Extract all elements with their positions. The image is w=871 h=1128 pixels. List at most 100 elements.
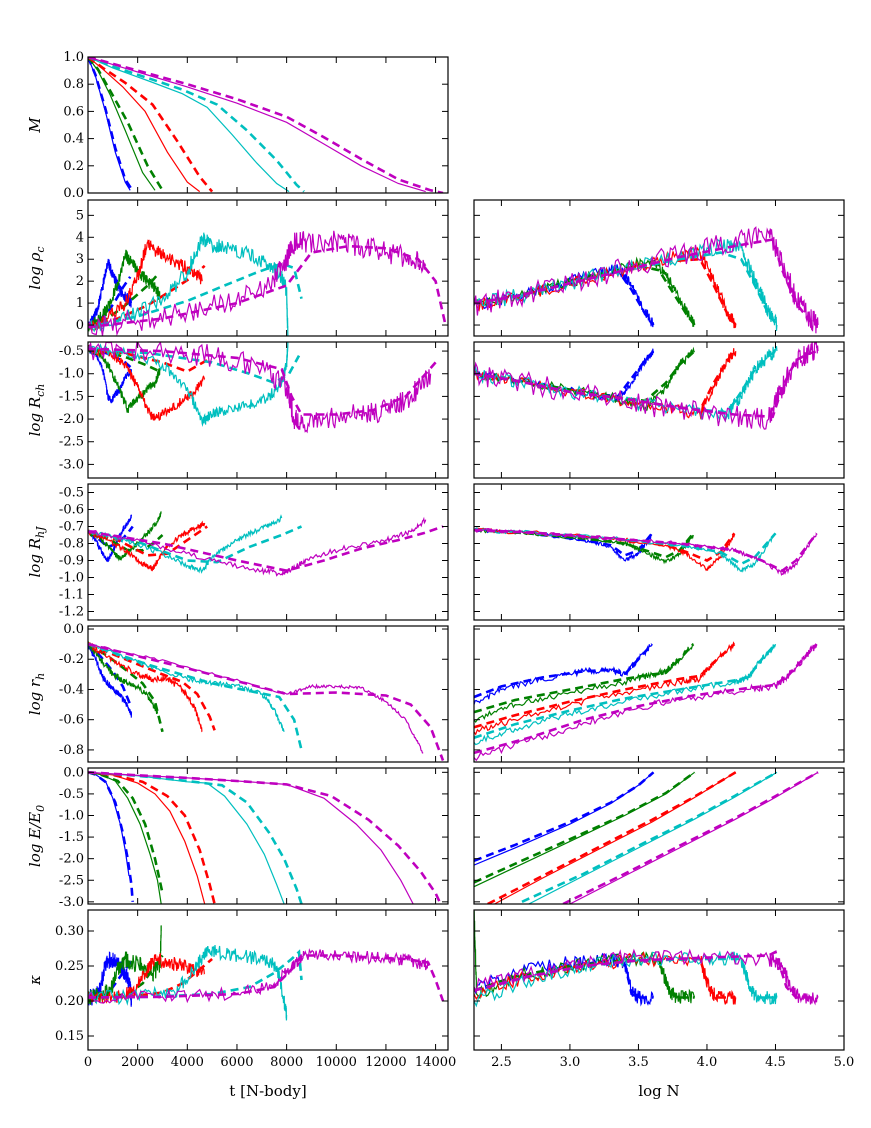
x-tick-label: 4000 — [171, 1055, 204, 1070]
y-axis-label: log ρc — [26, 246, 47, 289]
series-line-magenta-dashed — [474, 643, 818, 755]
series-line-magenta-dashed — [562, 771, 819, 904]
x-tick-label: 8000 — [270, 1055, 303, 1070]
y-axis-label: log Rch — [26, 384, 47, 437]
series-line-cyan-dashed — [88, 347, 301, 385]
axes-frame — [87, 483, 449, 621]
series-line-magenta-dashed — [474, 950, 818, 999]
series-line-red-solid — [88, 771, 206, 904]
y-tick-label: 0.2 — [63, 159, 84, 174]
series-line-red-dashed — [88, 57, 214, 193]
series-line-blue-dashed — [474, 643, 654, 699]
series-line-magenta-solid — [569, 771, 819, 904]
y-tick-label: -2.5 — [59, 435, 84, 450]
series-line-cyan-solid — [88, 771, 285, 904]
series-line-magenta-dashed — [88, 642, 445, 761]
series-line-cyan-dashed — [88, 57, 305, 193]
left-xlabel: t [N-body] — [229, 1082, 306, 1100]
panel-M-vs-t: 0.0 0.2 0.4 0.6 0.8 1.0 M — [26, 50, 449, 201]
y-tick-label: -1.0 — [59, 808, 84, 823]
series-line-cyan-dashed — [88, 642, 303, 751]
y-tick-label: 4 — [76, 230, 84, 245]
series-line-green-solid — [474, 527, 694, 565]
series-line-green-solid — [88, 345, 161, 413]
y-tick-label: -1.0 — [59, 367, 84, 382]
y-tick-label: 5 — [76, 208, 84, 223]
series-line-green-solid — [474, 771, 695, 888]
series-line-blue-dashed — [88, 771, 134, 902]
axes-frame — [87, 909, 449, 1051]
series-line-red-solid — [474, 527, 735, 572]
series-line-magenta-solid — [474, 342, 819, 430]
panel-logRhJ-vs-t: -1.2 -1.1 -1.0 -0.9 -0.8 -0.7 -0.6 -0.5 log RhJ — [26, 483, 449, 621]
y-tick-label: -0.9 — [59, 554, 84, 569]
y-tick-label: 0.15 — [55, 1029, 84, 1044]
series-line-cyan-solid — [88, 57, 290, 193]
series-line-magenta-solid — [88, 948, 429, 1004]
y-tick-label: -0.5 — [59, 787, 84, 802]
axes-frame — [473, 483, 845, 621]
y-tick-label: -0.6 — [59, 503, 84, 518]
panel-logrhoc-vs-t: 0 1 2 3 4 5 log ρc — [26, 199, 449, 337]
y-tick-label: -3.0 — [59, 895, 84, 910]
y-axis-label: log RhJ — [26, 526, 47, 578]
series-line-blue-dashed — [88, 57, 133, 190]
axes-frame — [87, 199, 449, 337]
series-line-green-dashed — [474, 771, 696, 884]
series-group — [88, 925, 445, 1021]
axes-frame — [87, 625, 449, 763]
series-line-magenta-solid — [88, 342, 432, 434]
series-line-magenta-dashed — [88, 57, 444, 193]
x-tick-label: 2000 — [121, 1055, 154, 1070]
series-line-red-dashed — [88, 642, 216, 731]
panel-logRhJ-vs-logN — [473, 483, 845, 621]
right-xlabel: log N — [638, 1082, 679, 1100]
series-line-cyan-solid — [528, 771, 778, 904]
x-tick-label: 2.5 — [491, 1055, 512, 1070]
y-tick-label: 0.0 — [63, 765, 84, 780]
panel-kappa-vs-logN: 2.5 3.0 3.5 4.0 4.5 5.0 — [473, 909, 854, 1070]
series-group — [88, 641, 445, 761]
series-group — [474, 910, 819, 1008]
series-line-blue-solid — [88, 643, 132, 718]
y-tick-label: -0.2 — [59, 652, 84, 667]
y-tick-label: -1.5 — [59, 830, 84, 845]
y-tick-label: 0.25 — [55, 959, 84, 974]
y-axis-label: log rh — [26, 673, 47, 715]
panel-logRch-vs-logN — [473, 341, 845, 479]
y-tick-label: 0.20 — [55, 994, 84, 1009]
x-tick-label: 14000 — [415, 1055, 456, 1070]
y-tick-label: 0 — [76, 318, 84, 333]
y-tick-label: 0.6 — [63, 104, 84, 119]
series-group — [474, 342, 819, 430]
x-tick-label: 4.5 — [765, 1055, 786, 1070]
series-group — [88, 771, 442, 904]
x-tick-label: 4.0 — [697, 1055, 718, 1070]
series-line-cyan-dashed — [88, 525, 303, 564]
y-tick-label: 1 — [76, 296, 84, 311]
series-line-red-solid — [88, 520, 206, 572]
x-tick-label: 10000 — [316, 1055, 357, 1070]
series-line-red-solid — [88, 642, 203, 733]
series-line-green-dashed — [474, 528, 695, 559]
series-line-red-dashed — [474, 350, 737, 412]
axes-frame — [473, 199, 845, 337]
y-tick-label: -1.2 — [59, 605, 84, 620]
series-line-magenta-dashed — [474, 238, 819, 327]
series-line-magenta-dashed — [88, 347, 437, 416]
series-line-green-dashed — [88, 57, 164, 191]
series-line-red-dashed — [88, 347, 208, 373]
axes-frame — [87, 56, 449, 194]
panel-logrh-vs-t: -0.8 -0.6 -0.4 -0.2 0.0 log rh — [26, 622, 449, 763]
series-line-cyan-solid — [474, 238, 778, 331]
y-tick-label: -0.8 — [59, 537, 84, 552]
x-tick-label: 3.5 — [628, 1055, 649, 1070]
axes-frame — [473, 767, 845, 905]
y-axis-label: κ — [26, 975, 44, 986]
series-line-blue-solid — [474, 952, 655, 1007]
series-line-cyan-dashed — [474, 643, 777, 740]
series-line-green-solid — [474, 643, 694, 724]
y-tick-label: 0.0 — [63, 186, 84, 201]
y-tick-label: 1.0 — [63, 50, 84, 65]
